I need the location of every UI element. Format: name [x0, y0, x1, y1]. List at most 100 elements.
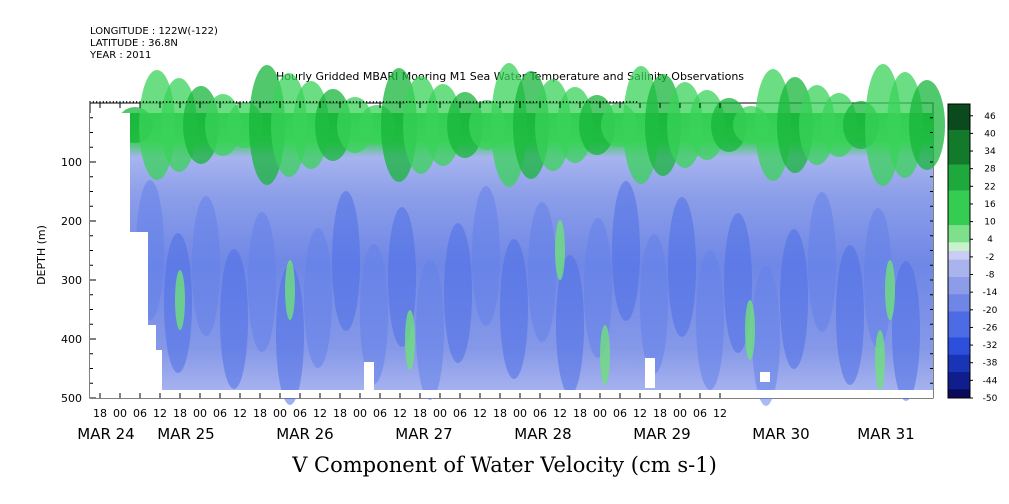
year-label: YEAR : 2011 — [90, 50, 152, 61]
x-tick-label: 12 — [233, 407, 247, 420]
negative-patch — [472, 186, 500, 326]
x-tick-label: 06 — [133, 407, 147, 420]
colorbar-cell — [948, 225, 970, 235]
x-tick-label: 06 — [373, 407, 387, 420]
colorbar-label: -20 — [983, 306, 998, 316]
colorbar-cell — [948, 112, 970, 122]
colorbar-cell — [948, 199, 970, 209]
negative-patch — [444, 223, 472, 363]
colorbar-label: -2 — [986, 253, 995, 263]
x-tick-label: 12 — [633, 407, 647, 420]
x-day-label: MAR 28 — [514, 425, 571, 443]
y-tick-label: 500 — [61, 392, 82, 405]
heatmap-patches — [90, 63, 945, 406]
y-tick-label: 400 — [61, 333, 82, 346]
negative-patch — [192, 196, 220, 336]
colorbar-cell — [948, 354, 970, 364]
negative-patch — [304, 228, 332, 368]
x-tick-label: 00 — [113, 407, 127, 420]
colorbar-cell — [948, 242, 970, 252]
positive-patch — [885, 260, 895, 320]
x-axis-title: V Component of Water Velocity (cm s-1) — [292, 453, 717, 477]
x-tick-label: 18 — [493, 407, 507, 420]
colorbar-cell — [948, 372, 970, 382]
positive-patch — [285, 260, 295, 320]
positive-patch — [745, 300, 755, 360]
missing-data — [90, 113, 130, 398]
x-tick-label: 06 — [613, 407, 627, 420]
colorbar-cell — [948, 294, 970, 304]
y-tick-label: 300 — [61, 274, 82, 287]
x-tick-label: 18 — [253, 407, 267, 420]
colorbar-label: -14 — [983, 288, 998, 298]
colorbar-cell — [948, 181, 970, 191]
positive-patch — [711, 98, 747, 152]
negative-patch — [752, 266, 780, 406]
x-tick-label: 12 — [553, 407, 567, 420]
colorbar-cell — [948, 121, 970, 131]
positive-patch — [875, 330, 885, 390]
colorbar: 46 40 34 28 22 16 10 4 -2 -8 -14 -20 -26 -32 -38 -44 -50 — [947, 103, 998, 404]
negative-patch — [276, 265, 304, 405]
x-tick-label: 12 — [153, 407, 167, 420]
colorbar-cell — [948, 328, 970, 338]
x-day-label: MAR 26 — [276, 425, 333, 443]
latitude-label: LATITUDE : 36.8N — [90, 38, 178, 49]
negative-patch — [360, 244, 388, 384]
colorbar-label: 34 — [984, 147, 996, 157]
x-day-label: MAR 27 — [395, 425, 452, 443]
colorbar-label: -8 — [986, 271, 995, 281]
negative-patch — [892, 261, 920, 401]
negative-patch — [640, 234, 668, 374]
colorbar-cell — [948, 233, 970, 243]
colorbar-label: 16 — [984, 200, 996, 210]
x-tick-label: 18 — [653, 407, 667, 420]
positive-patch — [909, 80, 945, 170]
colorbar-cell — [948, 251, 970, 261]
negative-patch — [584, 218, 612, 358]
colorbar-cell — [948, 155, 970, 166]
colorbar-label: 10 — [984, 218, 996, 228]
positive-patch — [175, 270, 185, 330]
x-tick-label: 18 — [333, 407, 347, 420]
missing-data — [645, 358, 655, 388]
missing-data — [364, 362, 374, 392]
colorbar-label: 28 — [984, 165, 996, 175]
x-tick-label: 06 — [293, 407, 307, 420]
x-tick-label: 18 — [573, 407, 587, 420]
negative-patch — [556, 255, 584, 395]
x-tick-label: 06 — [533, 407, 547, 420]
colorbar-cell — [948, 268, 970, 278]
x-day-label: MAR 29 — [633, 425, 690, 443]
colorbar-cell — [948, 346, 970, 356]
colorbar-label: 4 — [987, 235, 993, 245]
x-tick-label: 12 — [313, 407, 327, 420]
positive-patch — [405, 310, 415, 370]
negative-patch — [864, 208, 892, 348]
colorbar-cell — [948, 363, 970, 373]
colorbar-cell — [948, 302, 970, 313]
positive-patch — [337, 97, 373, 153]
colorbar-cell — [948, 259, 970, 269]
colorbar-cell — [948, 285, 970, 295]
colorbar-cell — [948, 389, 970, 399]
colorbar-cell — [948, 173, 970, 183]
missing-data — [130, 232, 148, 392]
colorbar-cell — [948, 104, 970, 114]
negative-patch — [780, 229, 808, 369]
negative-patch — [500, 239, 528, 379]
x-day-label: MAR 30 — [752, 425, 809, 443]
x-tick-label: 18 — [413, 407, 427, 420]
y-tick-label: 200 — [61, 215, 82, 228]
colorbar-cell — [948, 380, 970, 390]
negative-patch — [808, 192, 836, 332]
x-tick-label: 00 — [353, 407, 367, 420]
colorbar-cell — [948, 337, 970, 347]
x-tick-label: 06 — [213, 407, 227, 420]
x-day-label: MAR 24 — [77, 425, 134, 443]
x-tick-label: 00 — [513, 407, 527, 420]
x-tick-label: 12 — [473, 407, 487, 420]
colorbar-cell — [948, 190, 970, 200]
colorbar-cell — [948, 138, 970, 148]
